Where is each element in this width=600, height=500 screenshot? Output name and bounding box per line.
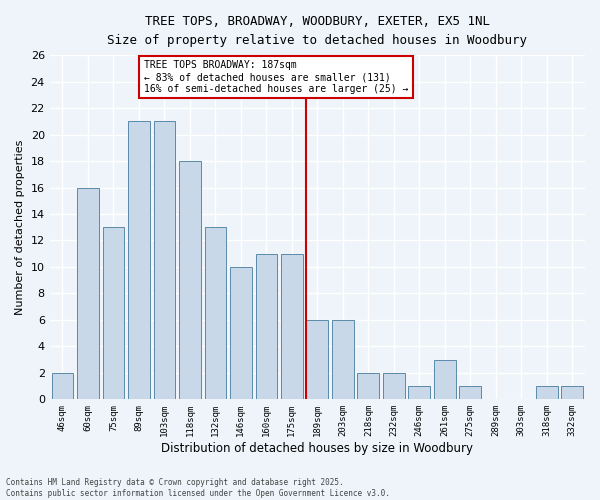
Bar bbox=[307, 320, 328, 400]
X-axis label: Distribution of detached houses by size in Woodbury: Distribution of detached houses by size … bbox=[161, 442, 473, 455]
Text: Contains HM Land Registry data © Crown copyright and database right 2025.
Contai: Contains HM Land Registry data © Crown c… bbox=[6, 478, 390, 498]
Bar bbox=[103, 227, 124, 400]
Bar bbox=[128, 122, 150, 400]
Bar bbox=[281, 254, 302, 400]
Bar bbox=[434, 360, 455, 400]
Bar bbox=[332, 320, 353, 400]
Bar bbox=[409, 386, 430, 400]
Bar bbox=[77, 188, 99, 400]
Bar bbox=[230, 267, 251, 400]
Text: TREE TOPS BROADWAY: 187sqm
← 83% of detached houses are smaller (131)
16% of sem: TREE TOPS BROADWAY: 187sqm ← 83% of deta… bbox=[144, 60, 409, 94]
Bar bbox=[383, 373, 404, 400]
Bar bbox=[358, 373, 379, 400]
Bar bbox=[179, 161, 201, 400]
Bar bbox=[562, 386, 583, 400]
Bar bbox=[52, 373, 73, 400]
Y-axis label: Number of detached properties: Number of detached properties bbox=[15, 140, 25, 315]
Bar bbox=[536, 386, 557, 400]
Bar bbox=[154, 122, 175, 400]
Bar bbox=[256, 254, 277, 400]
Bar bbox=[460, 386, 481, 400]
Bar bbox=[205, 227, 226, 400]
Title: TREE TOPS, BROADWAY, WOODBURY, EXETER, EX5 1NL
Size of property relative to deta: TREE TOPS, BROADWAY, WOODBURY, EXETER, E… bbox=[107, 15, 527, 47]
